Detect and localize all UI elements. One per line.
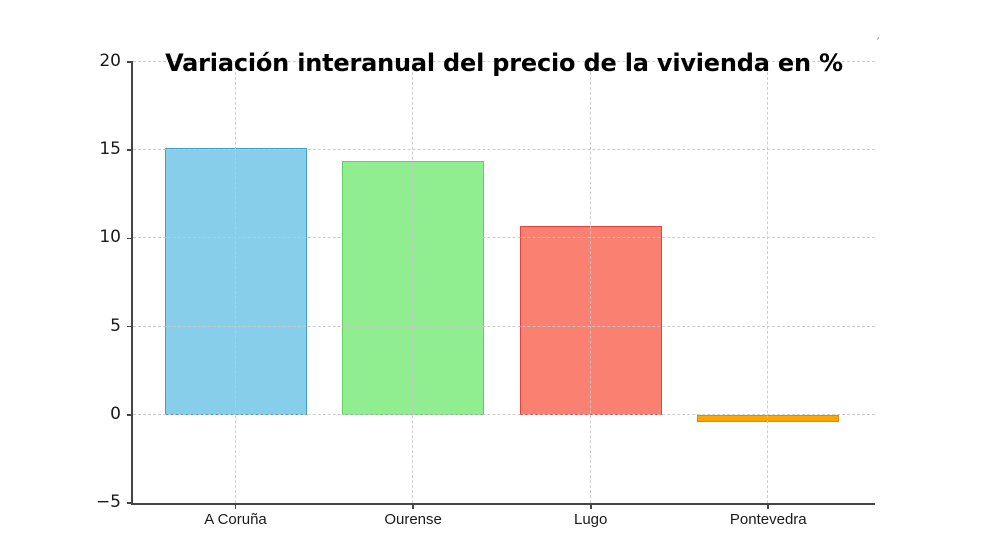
x-tick-label: A Coruña xyxy=(204,511,267,528)
gridline-horizontal-0 xyxy=(133,413,875,415)
y-axis-tick xyxy=(127,61,133,63)
gridline-vertical-3 xyxy=(589,62,591,503)
x-tick-label: Lugo xyxy=(574,511,608,528)
y-tick-label: 15 xyxy=(99,139,121,160)
x-axis-tick xyxy=(767,503,770,509)
gridline-horizontal-20 xyxy=(133,61,875,62)
chart-title: Variación interanual del precio de la vi… xyxy=(165,49,843,77)
x-axis-spine xyxy=(131,503,875,505)
x-tick-label: Pontevedra xyxy=(729,511,807,528)
bar-ourense xyxy=(342,160,485,415)
y-tick-label: 5 xyxy=(110,315,121,336)
y-tick-label: 0 xyxy=(110,403,121,424)
gridline-horizontal-5 xyxy=(133,325,875,327)
y-axis-spine xyxy=(131,62,133,505)
gridline-horizontal-15 xyxy=(133,149,875,151)
x-axis-tick xyxy=(412,503,414,509)
y-tick-label: 20 xyxy=(99,51,121,71)
stray-artifact-mark: ’ xyxy=(876,36,881,51)
bar-a-coru-a xyxy=(164,148,307,415)
x-tick-label: Ourense xyxy=(384,511,442,528)
y-tick-label: −5 xyxy=(95,492,121,512)
y-tick-label: 10 xyxy=(99,227,121,248)
x-axis-tick xyxy=(589,503,592,509)
x-axis-tick xyxy=(234,503,237,509)
y-axis-tick xyxy=(127,325,133,328)
y-axis-tick xyxy=(127,237,133,240)
bar-lugo xyxy=(519,226,662,415)
gridline-vertical-2 xyxy=(412,62,414,503)
gridline-horizontal-10 xyxy=(133,237,875,239)
gridline-vertical-1 xyxy=(234,62,236,503)
bar-pontevedra xyxy=(697,414,840,422)
gridline-vertical-4 xyxy=(767,62,769,503)
y-axis-tick xyxy=(127,502,133,504)
y-axis-tick xyxy=(127,413,133,416)
y-axis-tick xyxy=(127,149,133,152)
